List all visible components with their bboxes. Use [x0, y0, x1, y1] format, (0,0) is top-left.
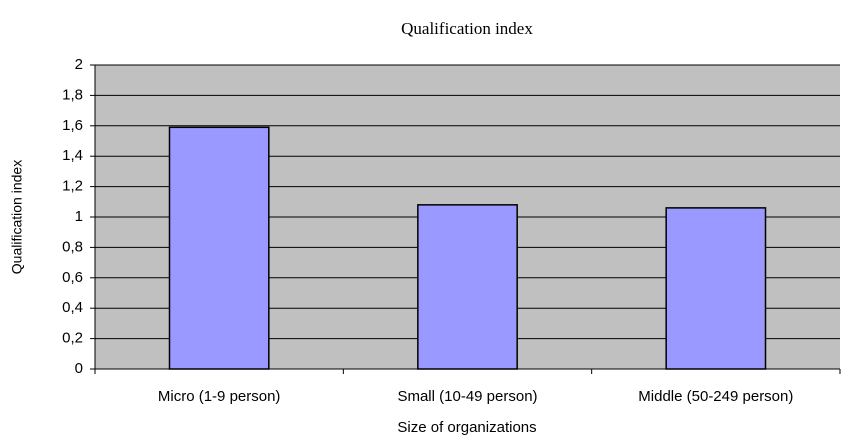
y-tick-label: 1,6 [62, 117, 83, 134]
bar [665, 207, 767, 370]
y-tick-label: 1,2 [62, 178, 83, 195]
x-tick-label: Micro (1-9 person) [158, 388, 281, 405]
y-tick-label: 1,8 [62, 86, 83, 103]
x-tick-label: Middle (50-249 person) [638, 388, 793, 405]
y-tick-label: 1,4 [62, 147, 83, 164]
x-axis-label: Size of organizations [397, 419, 536, 436]
y-tick-label: 0,2 [62, 330, 83, 347]
y-tick-label: 0,4 [62, 299, 83, 316]
y-tick-label: 0,8 [62, 238, 83, 255]
bar [417, 204, 518, 370]
bar [168, 126, 270, 370]
y-tick-label: 2 [75, 56, 83, 73]
y-tick-label: 0,6 [62, 269, 83, 286]
chart-title: Qualification index [401, 19, 533, 38]
x-tick-label: Small (10-49 person) [397, 388, 537, 405]
y-tick-label: 1 [75, 208, 83, 225]
y-axis-label: Qualification index [9, 160, 25, 274]
y-tick-label: 0 [75, 360, 83, 377]
